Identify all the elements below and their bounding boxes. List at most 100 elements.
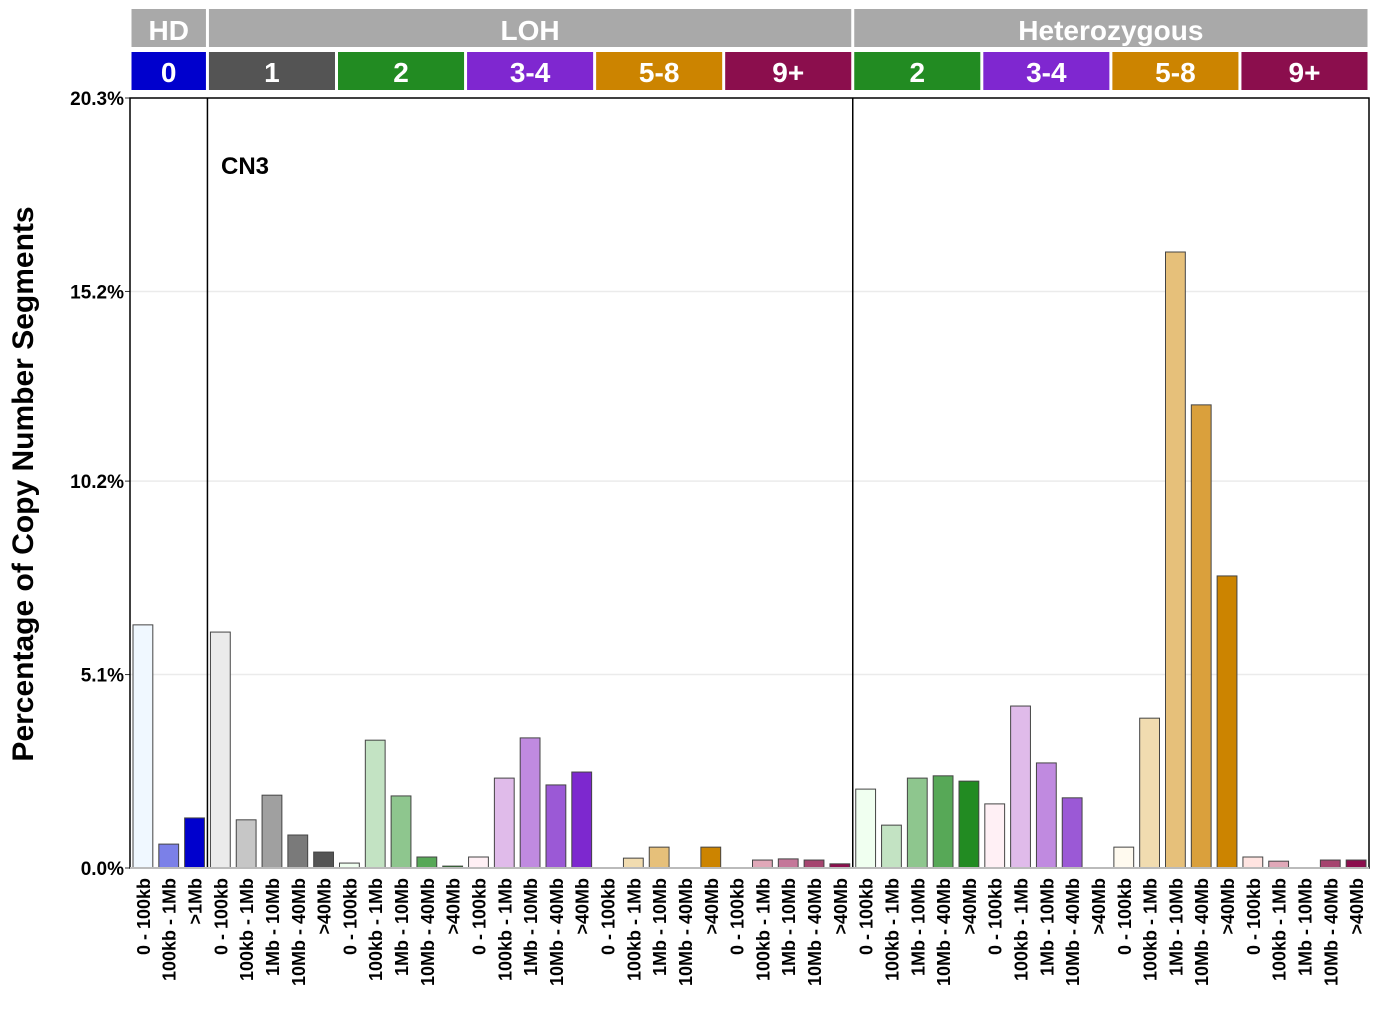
subgroup-header (854, 52, 981, 90)
x-tick-label: 100kb - 1Mb (1012, 878, 1032, 981)
x-tick-label: 100kb - 1Mb (237, 878, 257, 981)
x-tick-label: 100kb - 1Mb (1141, 878, 1161, 981)
group-header (208, 9, 852, 47)
x-tick-label: 100kb - 1Mb (366, 878, 386, 981)
y-tick-label: 10.2% (70, 472, 124, 493)
y-tick-label: 5.1% (81, 666, 124, 687)
subgroup-header (725, 52, 852, 90)
subgroup-header-label: 5-8 (1155, 57, 1195, 88)
bar (158, 843, 180, 869)
bar (1190, 404, 1212, 869)
x-tick-label: >40Mb (1089, 878, 1109, 935)
x-tick-label: >40Mb (1347, 878, 1367, 935)
x-tick-label: 10Mb - 40Mb (1192, 878, 1212, 986)
x-tick-label: >40Mb (444, 878, 464, 935)
bar (752, 859, 773, 869)
subgroup-header (338, 52, 465, 90)
bar (364, 739, 386, 869)
bar (1165, 251, 1186, 869)
x-tick-label: 0 - 100kb (1244, 878, 1264, 955)
group-header-label: LOH (501, 15, 560, 46)
bar (1113, 846, 1135, 869)
x-tick-label: 10Mb - 40Mb (805, 878, 825, 986)
bar (571, 771, 593, 869)
bar (1319, 859, 1341, 869)
x-tick-label: 0 - 100kb (728, 878, 748, 955)
bar (545, 784, 567, 869)
group-header (131, 9, 206, 47)
bar (958, 780, 980, 869)
subgroup-header-label: 3-4 (510, 57, 551, 88)
subgroup-header-label: 1 (264, 57, 280, 88)
x-tick-label: 100kb - 1Mb (160, 878, 180, 981)
x-tick-label: 0 - 100kb (857, 878, 877, 955)
bar (906, 777, 928, 869)
subgroup-header (131, 52, 206, 90)
bar (1242, 856, 1264, 869)
x-tick-label: 100kb - 1Mb (495, 878, 515, 981)
x-tick-label: 1Mb - 10Mb (650, 878, 670, 976)
bar (1139, 717, 1160, 869)
bar (700, 846, 722, 869)
subgroup-header-label: 0 (161, 57, 177, 88)
x-tick-label: 100kb - 1Mb (882, 878, 902, 981)
bar (855, 788, 877, 869)
x-tick-label: 10Mb - 40Mb (289, 878, 309, 986)
x-tick-label: 100kb - 1Mb (753, 878, 773, 981)
x-tick-label: 1Mb - 10Mb (1166, 878, 1186, 976)
x-tick-label: 10Mb - 40Mb (676, 878, 696, 986)
subgroup-header (983, 52, 1110, 90)
x-tick-label: 10Mb - 40Mb (934, 878, 954, 986)
bar (416, 856, 438, 869)
bar (777, 858, 799, 869)
bar (1268, 860, 1290, 869)
bar (209, 631, 231, 869)
x-tick-label: >40Mb (831, 878, 851, 935)
bar (648, 846, 670, 869)
x-tick-label: 0 - 100kb (211, 878, 231, 955)
bar (932, 775, 954, 869)
x-tick-label: 1Mb - 10Mb (908, 878, 928, 976)
x-tick-label: 100kb - 1Mb (1270, 878, 1290, 981)
subgroup-header (1241, 52, 1368, 90)
bar (132, 624, 154, 869)
x-tick-label: 0 - 100kb (469, 878, 489, 955)
bar (622, 857, 644, 869)
bar (984, 803, 1006, 869)
bar (1216, 575, 1238, 869)
x-tick-label: 10Mb - 40Mb (418, 878, 438, 986)
bar (313, 851, 334, 869)
bar (468, 856, 489, 869)
x-tick-label: 0 - 100kb (599, 878, 619, 955)
bar (493, 777, 515, 869)
bar (184, 817, 205, 869)
x-tick-label: 1Mb - 10Mb (779, 878, 799, 976)
subgroup-header (1112, 52, 1239, 90)
annotation-label: CN3 (221, 153, 269, 180)
x-tick-label: 0 - 100kb (986, 878, 1006, 955)
y-tick-label: 20.3% (70, 89, 124, 110)
bar (1061, 797, 1083, 869)
bar (1035, 762, 1057, 869)
bar (287, 834, 309, 869)
x-tick-label: >40Mb (960, 878, 980, 935)
x-tick-label: >40Mb (1218, 878, 1238, 935)
group-header (854, 9, 1368, 47)
x-tick-label: >40Mb (315, 878, 335, 935)
subgroup-header-label: 2 (393, 57, 409, 88)
subgroup-header-label: 3-4 (1026, 57, 1067, 88)
x-tick-label: 10Mb - 40Mb (547, 878, 567, 986)
subgroup-header-label: 9+ (1289, 57, 1321, 88)
group-header-label: HD (148, 15, 188, 46)
x-tick-label: 1Mb - 10Mb (392, 878, 412, 976)
x-tick-label: 10Mb - 40Mb (1321, 878, 1341, 986)
subgroup-header (596, 52, 723, 90)
y-axis-label: Percentage of Copy Number Segments (7, 206, 40, 761)
bar (1010, 705, 1031, 869)
bar (881, 824, 902, 869)
bar (235, 819, 257, 869)
x-tick-label: 0 - 100kb (1115, 878, 1135, 955)
bar (519, 737, 541, 869)
bar (390, 795, 412, 869)
group-header-label: Heterozygous (1018, 15, 1203, 46)
